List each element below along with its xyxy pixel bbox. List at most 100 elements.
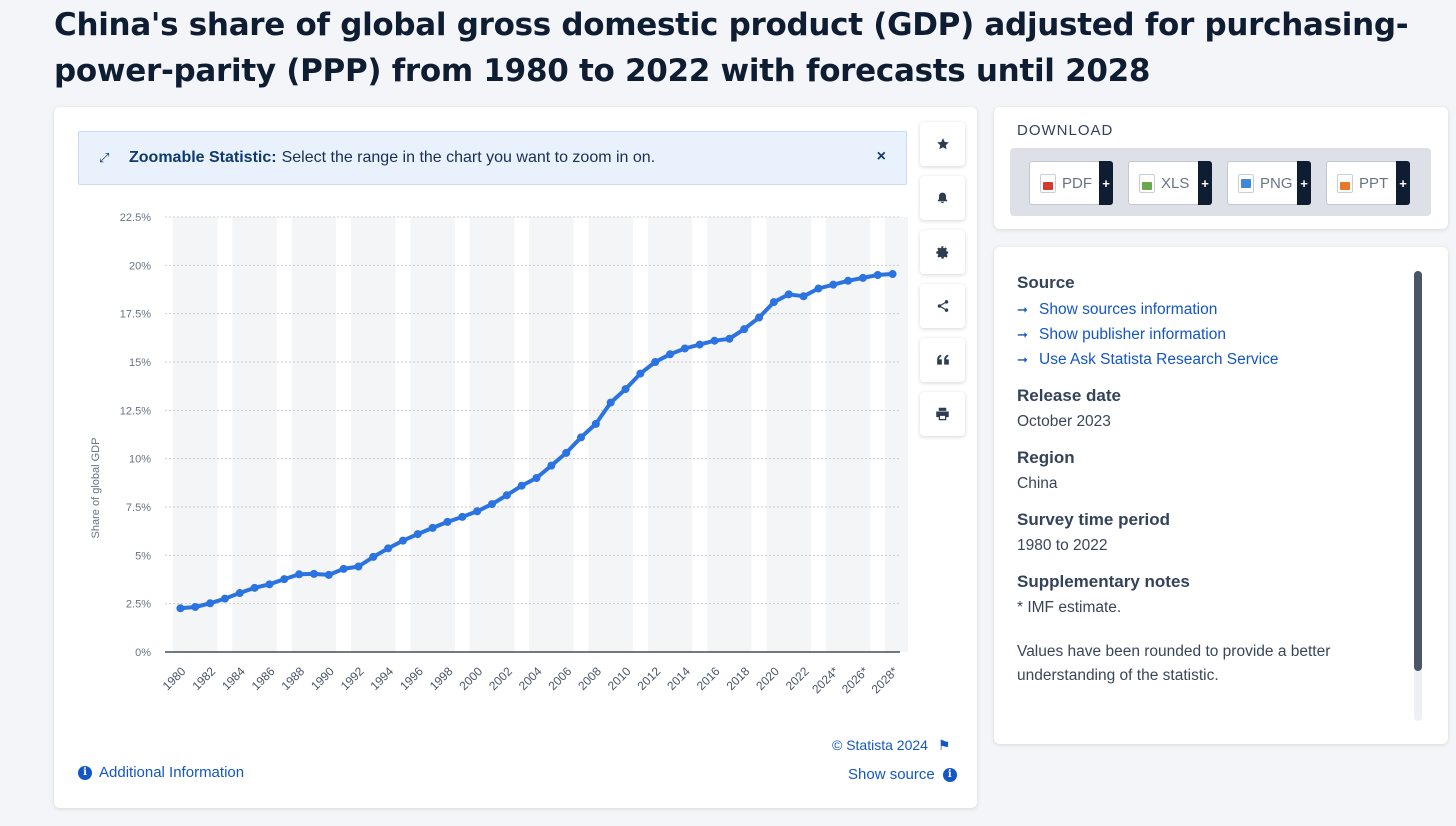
research-service-link[interactable]: ➞ Use Ask Statista Research Service	[1017, 347, 1397, 372]
x-tick-label: 1990	[308, 664, 337, 693]
x-tick-label: 2022	[783, 664, 812, 693]
arrow-right-icon: ➞	[1017, 352, 1028, 367]
download-ppt-button[interactable]: PPT +	[1326, 161, 1410, 205]
region-section: Region China	[1017, 448, 1397, 496]
x-tick-label: 2006	[546, 664, 575, 693]
data-point	[799, 292, 808, 301]
x-tick-label: 2024*	[809, 664, 841, 696]
chart-band	[306, 217, 337, 652]
data-point	[858, 273, 867, 282]
download-png-button[interactable]: PNG +	[1227, 161, 1311, 205]
x-tick-label: 2016	[694, 664, 723, 693]
print-icon	[936, 407, 949, 421]
data-point	[354, 562, 363, 571]
info-icon: i	[942, 767, 957, 782]
plus-icon: +	[1099, 161, 1113, 205]
zoom-banner-title: Zoomable Statistic:	[129, 149, 277, 166]
notes-section: Supplementary notes * IMF estimate. Valu…	[1017, 572, 1397, 688]
y-tick-label: 10%	[129, 454, 151, 466]
data-point	[591, 419, 600, 428]
show-publisher-link[interactable]: ➞ Show publisher information	[1017, 322, 1397, 347]
x-tick-label: 2010	[605, 664, 634, 693]
close-icon[interactable]: ×	[876, 148, 886, 165]
chart-band	[662, 217, 693, 652]
data-point	[235, 589, 244, 598]
data-point	[651, 358, 660, 366]
x-tick-label: 2028*	[869, 664, 901, 696]
share-icon	[937, 300, 948, 312]
chart-x-ticks: 1980 1982 1984 1986 1988 1990 1992 1994 1996 1998…	[160, 664, 901, 696]
data-point	[280, 575, 289, 584]
download-xls-button[interactable]: XLS +	[1128, 161, 1212, 205]
data-point	[487, 500, 496, 509]
data-point	[740, 325, 749, 334]
x-tick-label: 2004	[516, 664, 545, 693]
bell-icon	[937, 192, 948, 204]
chart-band	[247, 217, 277, 652]
ppt-file-icon	[1337, 173, 1353, 193]
statistic-details: Source ➞ Show sources information ➞ Show p…	[1017, 273, 1397, 702]
cite-button[interactable]	[920, 338, 965, 382]
data-point	[680, 344, 689, 353]
x-tick-label: 2002	[486, 664, 515, 693]
data-point	[176, 604, 185, 613]
scrollbar-thumb[interactable]	[1414, 271, 1422, 671]
source-heading: Source	[1017, 273, 1075, 292]
arrow-right-icon: ➞	[1017, 327, 1028, 342]
x-tick-label: 1986	[249, 664, 278, 693]
flag-icon: ⚑	[937, 737, 951, 753]
share-button[interactable]	[920, 284, 965, 328]
print-button[interactable]	[920, 392, 965, 436]
alert-button[interactable]	[920, 176, 965, 220]
download-xls-label: XLS	[1161, 174, 1190, 192]
show-sources-link[interactable]: ➞ Show sources information	[1017, 297, 1397, 322]
region-heading: Region	[1017, 448, 1075, 467]
plus-icon: +	[1396, 161, 1410, 205]
data-point	[250, 583, 259, 592]
y-tick-label: 2.5%	[126, 599, 151, 611]
survey-period-value: 1980 to 2022	[1017, 537, 1108, 554]
x-tick-label: 2012	[635, 664, 664, 693]
source-section: Source ➞ Show sources information ➞ Show p…	[1017, 273, 1397, 372]
data-point	[547, 461, 556, 470]
data-point	[844, 276, 853, 285]
chart-toolbar	[920, 122, 965, 446]
data-point	[769, 298, 778, 307]
x-tick-label: 2008	[575, 664, 604, 693]
data-point	[606, 398, 615, 407]
x-tick-label: 2018	[724, 664, 753, 693]
download-heading: DOWNLOAD	[1017, 122, 1114, 139]
chart-band	[484, 217, 515, 652]
data-point	[265, 580, 274, 589]
x-tick-label: 2014	[664, 664, 693, 693]
chart-series	[176, 270, 897, 613]
x-tick-label: 1992	[338, 664, 367, 693]
show-source-link[interactable]: Show source i	[848, 766, 957, 783]
data-point	[755, 313, 764, 322]
favorite-button[interactable]	[920, 122, 965, 166]
y-tick-label: 12.5%	[120, 405, 151, 417]
line-chart[interactable]: 0% 2.5% 5% 7.5% 10% 12.5% 15% 17.5% 20% 22.5% 198…	[78, 202, 908, 722]
additional-information-link[interactable]: i Additional Information	[78, 764, 244, 781]
data-point	[443, 517, 452, 526]
data-point	[873, 271, 882, 279]
data-point	[295, 570, 304, 579]
data-point	[562, 448, 571, 457]
data-point	[191, 602, 200, 611]
star-icon	[936, 138, 949, 150]
expand-icon: ⤢	[99, 150, 110, 165]
notes-extra: Values have been rounded to provide a be…	[1017, 643, 1331, 684]
data-point	[888, 270, 897, 279]
download-pdf-button[interactable]: PDF +	[1029, 161, 1113, 205]
quote-icon	[936, 354, 949, 365]
chart-band	[840, 217, 871, 652]
data-point	[428, 523, 437, 532]
pdf-file-icon	[1040, 173, 1056, 193]
settings-button[interactable]	[920, 230, 965, 274]
gear-icon	[936, 245, 949, 259]
data-point	[636, 369, 645, 378]
statista-credit[interactable]: © Statista 2024 ⚑	[832, 737, 950, 754]
survey-period-heading: Survey time period	[1017, 510, 1171, 529]
chart-band	[187, 217, 218, 652]
data-point	[309, 569, 318, 578]
